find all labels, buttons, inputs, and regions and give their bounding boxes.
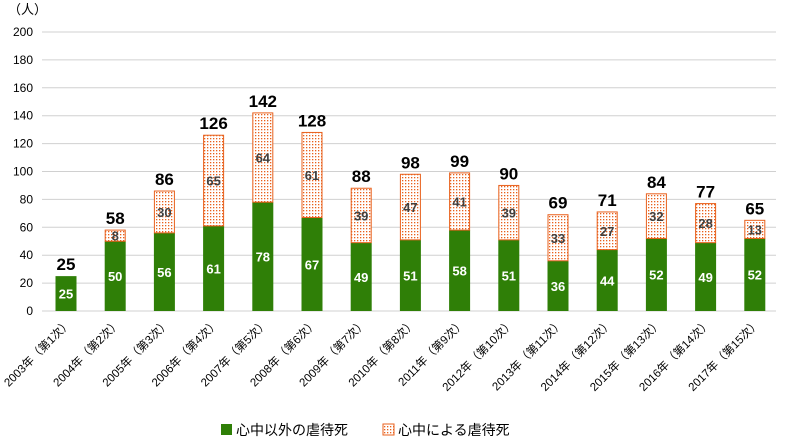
bar-segment-green [104,241,126,311]
bar-segment-orange [350,187,372,244]
bar-segment-green [301,217,323,311]
data-label-green: 36 [551,279,565,294]
total-label: 99 [450,152,469,171]
total-label: 84 [647,173,666,192]
bar-segment-orange [104,229,126,242]
data-label-green: 61 [206,261,220,276]
total-label: 86 [155,170,174,189]
bar-segment-orange [252,112,274,203]
bar-segment-green [645,238,667,311]
data-label-orange: 47 [403,200,417,215]
total-label: 88 [352,167,371,186]
bar-segment-orange [301,131,323,219]
legend-swatch-orange [382,423,395,436]
y-tick-label: 20 [20,276,34,290]
total-label: 142 [249,92,277,111]
data-label-green: 78 [256,250,270,265]
total-label: 71 [598,191,617,210]
bar-segment-green [203,225,225,311]
bar-segment-orange [203,134,225,227]
y-tick-label: 80 [20,192,34,206]
bar-segment-orange [744,219,766,239]
data-label-orange: 27 [600,224,614,239]
data-label-green: 44 [600,273,615,288]
data-label-orange: 64 [256,151,271,166]
bar-segment-green [350,242,372,311]
data-label-orange: 39 [354,208,368,223]
data-label-orange: 32 [649,209,663,224]
data-label-orange: 13 [748,222,762,237]
bar-segment-green [449,230,471,311]
y-tick-label: 180 [13,53,33,67]
total-label: 58 [106,209,125,228]
bar-segment-orange [695,203,717,244]
data-label-green: 49 [698,270,712,285]
bar-segment-green [252,202,274,311]
total-label: 69 [549,194,568,213]
bar-segment-orange [596,211,618,251]
y-tick-label: 40 [20,248,34,262]
y-tick-label: 200 [13,25,33,39]
total-label: 25 [57,255,76,274]
bar-segment-green [55,276,77,311]
data-label-green: 52 [649,268,663,283]
data-label-green: 58 [452,264,466,279]
legend-label-1: 心中による虐待死 [398,422,510,438]
bar-segment-green [596,249,618,311]
data-label-green: 51 [403,268,417,283]
data-label-green: 52 [748,268,762,283]
total-label: 90 [499,164,518,183]
legend-swatch-green [221,424,232,435]
y-axis-unit: （人） [8,2,47,17]
bar-segment-orange [399,173,421,241]
legend-label-0: 心中以外の虐待死 [236,422,348,438]
total-label: 65 [745,199,764,218]
data-label-green: 67 [305,257,319,272]
data-label-orange: 65 [206,174,220,189]
total-label: 128 [298,111,326,130]
bar-segment-orange [645,193,667,239]
data-label-green: 50 [108,269,122,284]
bar-segment-green [153,232,175,311]
bar-segment-green [399,239,421,311]
total-label: 98 [401,153,420,172]
y-tick-label: 160 [13,81,33,95]
total-label: 77 [696,183,715,202]
bar-segment-orange [449,172,471,231]
data-label-orange: 33 [551,231,565,246]
data-label-orange: 39 [502,206,516,221]
y-tick-label: 140 [13,109,33,123]
data-label-orange: 28 [698,216,712,231]
y-tick-label: 120 [13,137,33,151]
bar-segment-orange [153,190,175,234]
data-label-orange: 8 [112,229,119,244]
legend: 心中以外の虐待死 心中による虐待死 [221,422,510,438]
data-label-green: 25 [59,287,73,302]
data-label-green: 49 [354,270,368,285]
y-tick-label: 60 [20,220,34,234]
total-label: 126 [199,114,227,133]
bar-segment-green [695,242,717,311]
data-label-orange: 61 [305,168,319,183]
y-tick-label: 0 [26,304,33,318]
data-label-orange: 41 [452,194,466,209]
bar-segment-green [744,238,766,311]
bar-segment-green [498,239,520,311]
bar-segment-green [547,260,569,311]
y-tick-label: 100 [13,165,33,179]
data-label-green: 56 [157,265,171,280]
data-label-orange: 30 [157,205,171,220]
data-label-green: 51 [502,268,516,283]
bar-segment-orange [547,214,569,262]
bar-segment-orange [498,184,520,241]
